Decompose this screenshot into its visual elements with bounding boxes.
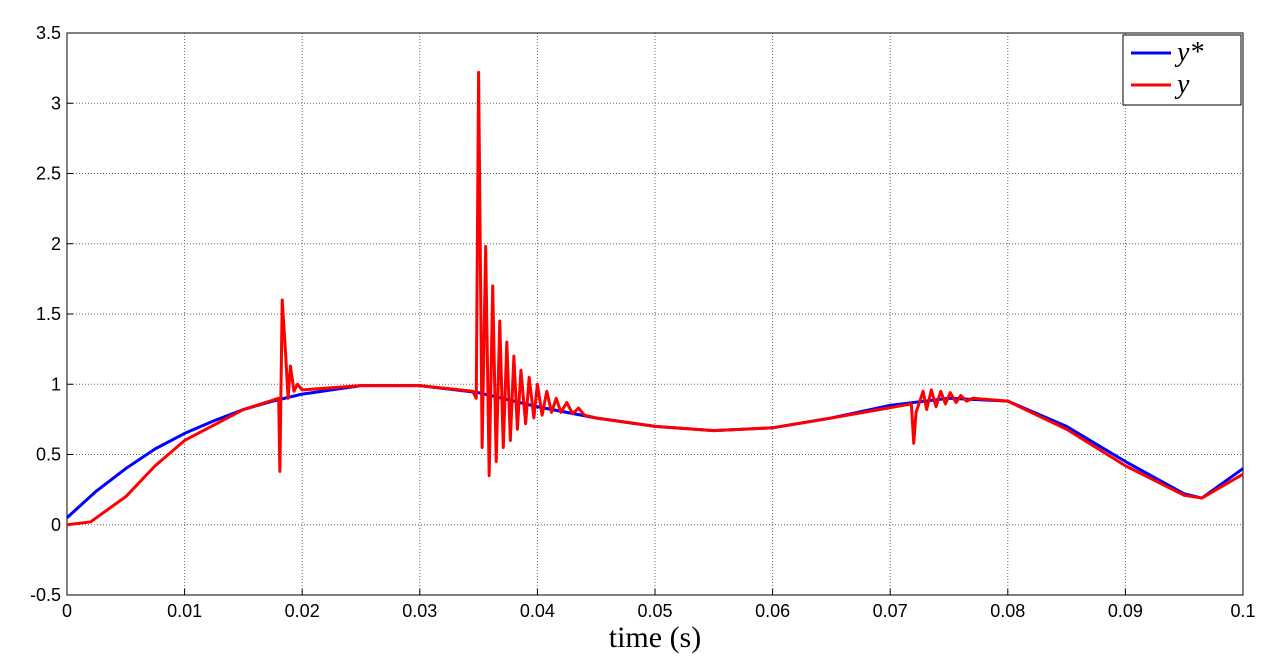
x-tick-label: 0.03: [402, 601, 437, 621]
y-tick-label: 0: [51, 515, 61, 535]
x-tick-label: 0.02: [285, 601, 320, 621]
x-axis-label: time (s): [609, 621, 701, 654]
x-tick-label: 0.06: [755, 601, 790, 621]
x-tick-label: 0.1: [1230, 601, 1255, 621]
series-line: [66, 70, 1244, 527]
legend-label: y*: [1174, 37, 1203, 68]
legend-label: y: [1174, 69, 1190, 100]
y-tick-label: 0.5: [36, 445, 61, 465]
series-line: [65, 384, 1244, 519]
x-tick-label: 0.09: [1108, 601, 1143, 621]
x-tick-label: 0.01: [167, 601, 202, 621]
x-tick-label: 0.08: [990, 601, 1025, 621]
x-tick-label: 0.07: [873, 601, 908, 621]
y-tick-label: 2.5: [36, 164, 61, 184]
y-tick-label: 3.5: [36, 23, 61, 43]
y-tick-label: 2: [51, 234, 61, 254]
plot-frame: [66, 32, 1244, 596]
y-tick-label: 1: [51, 374, 61, 394]
x-tick-label: 0: [62, 601, 72, 621]
x-tick-label: 0.05: [637, 601, 672, 621]
y-tick-label: 3: [51, 93, 61, 113]
legend-box: [1122, 34, 1242, 106]
y-tick-label: -0.5: [30, 585, 61, 605]
y-tick-label: 1.5: [36, 304, 61, 324]
x-tick-label: 0.04: [520, 601, 555, 621]
